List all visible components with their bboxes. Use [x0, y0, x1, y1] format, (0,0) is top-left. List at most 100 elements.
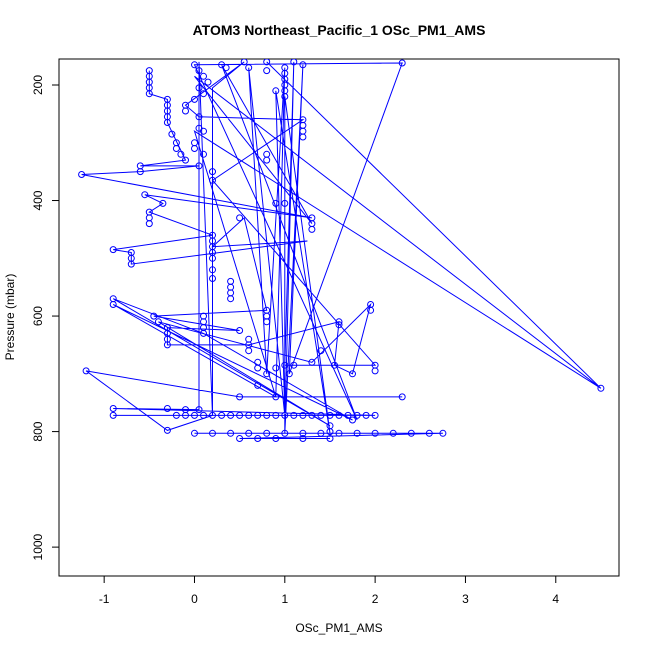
data-point: [209, 266, 216, 274]
data-point: [272, 364, 280, 372]
data-point: [245, 64, 253, 72]
data-point: [272, 435, 280, 442]
data-point: [109, 405, 117, 412]
data-point: [263, 67, 271, 75]
data-point: [177, 150, 185, 158]
data-point: [163, 405, 171, 412]
data-point: [335, 429, 343, 437]
x-tick-label: 1: [281, 592, 288, 606]
data-point: [209, 254, 216, 262]
y-tick-label: 1000: [31, 533, 45, 560]
data-point: [82, 367, 90, 375]
y-tick-label: 600: [31, 306, 45, 326]
data-point: [182, 406, 189, 414]
data-point: [191, 139, 198, 147]
data-point: [78, 171, 86, 178]
data-point: [182, 156, 189, 164]
data-point: [109, 246, 117, 254]
data-point: [236, 393, 244, 401]
data-point: [136, 168, 144, 176]
data-point: [200, 127, 207, 135]
data-point: [371, 429, 379, 437]
x-tick-label: 0: [191, 592, 198, 606]
data-point: [245, 347, 253, 355]
data-point: [245, 335, 253, 343]
data-point: [236, 327, 244, 334]
data-point: [263, 312, 271, 320]
data-point: [254, 381, 262, 389]
data-point: [398, 393, 406, 401]
data-point: [326, 428, 334, 436]
data-point: [371, 411, 379, 419]
data-point: [200, 329, 207, 337]
data-point: [272, 393, 280, 401]
data-point: [263, 370, 271, 378]
data-point: [308, 225, 316, 233]
data-point: [299, 133, 307, 141]
data-point: [349, 416, 356, 424]
data-point: [182, 107, 189, 115]
x-axis: -1 0 1 2 3 4: [99, 576, 559, 606]
data-point: [172, 145, 180, 152]
data-point: [163, 341, 171, 349]
data-point: [191, 95, 198, 103]
data-point: [290, 361, 298, 369]
data-point: [200, 150, 207, 158]
data-point: [191, 61, 198, 69]
x-tick-label: 2: [372, 592, 379, 606]
data-point: [597, 384, 605, 392]
data-point: [254, 435, 262, 442]
data-point: [209, 176, 216, 184]
data-point: [195, 67, 203, 75]
data-point: [281, 429, 289, 437]
data-point: [317, 347, 325, 355]
data-point: [272, 411, 280, 419]
data-point: [172, 411, 180, 419]
data-point: [299, 121, 307, 129]
data-point: [299, 127, 307, 135]
data-point: [195, 162, 203, 170]
data-point: [195, 113, 203, 121]
data-point: [335, 321, 343, 329]
chart-title: ATOM3 Northeast_Pacific_1 OSc_PM1_AMS: [193, 22, 486, 38]
data-point: [227, 411, 235, 419]
data-point: [331, 361, 338, 369]
data-point: [191, 411, 198, 419]
y-tick-label: 200: [31, 75, 45, 95]
data-point: [290, 59, 298, 66]
data-point: [326, 411, 334, 419]
data-point: [425, 429, 433, 437]
data-point: [127, 260, 135, 268]
data-point: [263, 150, 271, 158]
data-point: [145, 90, 153, 98]
x-tick-label: 4: [552, 592, 559, 606]
data-point: [281, 87, 289, 95]
data-point: [240, 59, 248, 66]
data-point: [141, 191, 149, 199]
data-point: [191, 429, 198, 437]
data-point: [227, 277, 235, 285]
data-point: [209, 275, 216, 282]
data-point: [150, 312, 158, 320]
data-point: [145, 220, 153, 228]
data-point: [290, 411, 298, 419]
data-point: [209, 411, 216, 419]
data-point: [191, 145, 198, 152]
x-axis-label: OSc_PM1_AMS: [295, 621, 382, 635]
data-point: [209, 168, 216, 176]
data-point: [236, 435, 244, 442]
x-tick-label: 3: [462, 592, 469, 606]
data-point: [195, 406, 203, 414]
data-point: [204, 78, 212, 86]
data-point: [272, 87, 280, 95]
data-point: [299, 411, 307, 419]
data-point: [109, 301, 117, 308]
data-point: [285, 370, 293, 378]
data-point: [263, 318, 271, 326]
data-point: [317, 411, 325, 419]
data-point: [263, 429, 271, 437]
data-point: [236, 411, 244, 419]
series-line: [81, 61, 602, 439]
plot-area: [78, 59, 605, 442]
data-point: [200, 90, 207, 98]
